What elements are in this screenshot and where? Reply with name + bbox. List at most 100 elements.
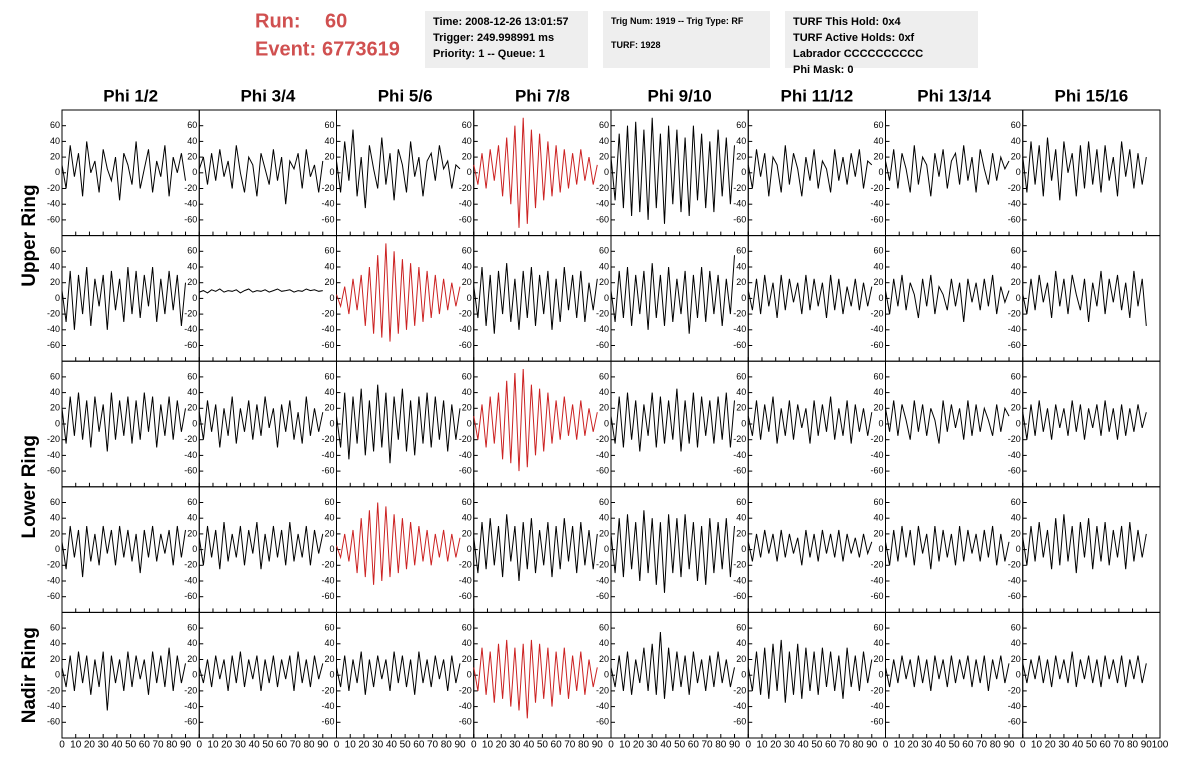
y-tick-label: 60 (462, 497, 472, 507)
y-tick-label: 20 (187, 654, 197, 664)
y-tick-label: -60 (733, 717, 746, 727)
y-tick-label: 0 (467, 544, 472, 554)
y-tick-label: 20 (873, 528, 883, 538)
info-line: TURF This Hold: 0x4 (793, 16, 901, 28)
y-tick-label: 20 (50, 151, 60, 161)
y-tick-label: 40 (873, 136, 883, 146)
y-tick-label: 40 (1011, 261, 1021, 271)
y-tick-label: -40 (1008, 575, 1021, 585)
x-tick-label: 70 (1113, 740, 1125, 751)
y-tick-label: 0 (604, 293, 609, 303)
waveform (1022, 137, 1147, 201)
y-tick-label: 40 (736, 513, 746, 523)
info-box: TURF This Hold: 0x4 TURF Active Holds: 0x… (785, 11, 978, 76)
y-tick-label: -60 (321, 465, 334, 475)
y-tick-label: -20 (47, 183, 60, 193)
waveform (610, 631, 735, 699)
y-tick-label: 40 (462, 387, 472, 397)
waveform (1022, 270, 1147, 326)
x-tick-label: 20 (496, 740, 508, 751)
y-tick-label: 0 (741, 418, 746, 428)
y-tick-label: -40 (733, 701, 746, 711)
y-tick-label: 60 (599, 120, 609, 130)
y-tick-label: 0 (878, 418, 883, 428)
y-tick-label: 40 (324, 513, 334, 523)
y-tick-label: 0 (329, 670, 334, 680)
x-tick-label: 40 (660, 740, 672, 751)
y-tick-label: 0 (878, 670, 883, 680)
y-tick-label: -40 (596, 199, 609, 209)
waveform (610, 255, 735, 334)
y-tick-label: -60 (184, 214, 197, 224)
y-tick-label: -40 (321, 324, 334, 334)
x-tick-label: 90 (317, 740, 329, 751)
y-tick-label: 60 (324, 622, 334, 632)
y-tick-label: -20 (1008, 685, 1021, 695)
y-tick-label: -40 (321, 450, 334, 460)
y-tick-label: -40 (321, 199, 334, 209)
y-tick-label: 40 (736, 387, 746, 397)
column-header: Phi 1/2 (103, 86, 158, 105)
y-tick-label: -40 (47, 701, 60, 711)
x-tick-label: 40 (1072, 740, 1084, 751)
y-tick-label: -60 (321, 214, 334, 224)
y-tick-label: -20 (184, 685, 197, 695)
x-tick-label: 40 (386, 740, 398, 751)
x-tick-label: 70 (153, 740, 165, 751)
y-tick-label: -20 (596, 183, 609, 193)
y-tick-label: 60 (599, 497, 609, 507)
y-tick-label: 40 (1011, 387, 1021, 397)
x-tick-label: 90 (592, 740, 604, 751)
y-tick-label: -40 (184, 199, 197, 209)
y-tick-label: -60 (870, 214, 883, 224)
y-tick-label: -60 (870, 717, 883, 727)
y-tick-label: -40 (47, 450, 60, 460)
info-line: TURF Active Holds: 0xf (793, 32, 915, 44)
y-tick-label: -60 (47, 591, 60, 601)
y-tick-label: 60 (50, 497, 60, 507)
y-tick-label: 20 (187, 151, 197, 161)
y-tick-label: -20 (870, 308, 883, 318)
info-line: Priority: 1 -- Queue: 1 (433, 48, 545, 60)
y-tick-label: -40 (870, 701, 883, 711)
y-tick-label: 0 (192, 167, 197, 177)
waveform (336, 243, 461, 342)
y-tick-label: 0 (55, 544, 60, 554)
y-tick-label: 60 (736, 497, 746, 507)
y-tick-label: 20 (50, 403, 60, 413)
y-tick-label: 20 (736, 151, 746, 161)
y-tick-label: -40 (733, 450, 746, 460)
waveform (747, 145, 873, 197)
x-tick-label: 80 (441, 740, 453, 751)
y-tick-label: 20 (599, 654, 609, 664)
y-tick-label: -60 (47, 214, 60, 224)
y-tick-label: 40 (324, 638, 334, 648)
waveform (336, 502, 461, 585)
y-tick-label: 20 (599, 403, 609, 413)
y-tick-label: 40 (873, 638, 883, 648)
y-tick-label: -40 (47, 575, 60, 585)
y-tick-label: 60 (187, 371, 197, 381)
y-tick-label: 60 (187, 246, 197, 256)
y-tick-label: -60 (1008, 214, 1021, 224)
y-tick-label: 60 (599, 246, 609, 256)
x-tick-label: 80 (715, 740, 727, 751)
y-tick-label: 0 (604, 670, 609, 680)
x-tick-label: 20 (770, 740, 782, 751)
y-tick-label: 60 (1011, 622, 1021, 632)
y-tick-label: -40 (459, 450, 472, 460)
y-tick-label: -60 (1008, 465, 1021, 475)
y-tick-label: -20 (47, 434, 60, 444)
y-tick-label: 60 (736, 120, 746, 130)
y-tick-label: 20 (324, 151, 334, 161)
y-tick-label: 0 (878, 544, 883, 554)
y-tick-label: -20 (459, 685, 472, 695)
y-tick-label: 60 (462, 120, 472, 130)
y-tick-label: 60 (324, 371, 334, 381)
y-tick-label: 40 (324, 387, 334, 397)
y-tick-label: 0 (55, 670, 60, 680)
y-tick-label: -20 (184, 183, 197, 193)
x-tick-label: 50 (262, 740, 274, 751)
x-tick-label: 40 (798, 740, 810, 751)
